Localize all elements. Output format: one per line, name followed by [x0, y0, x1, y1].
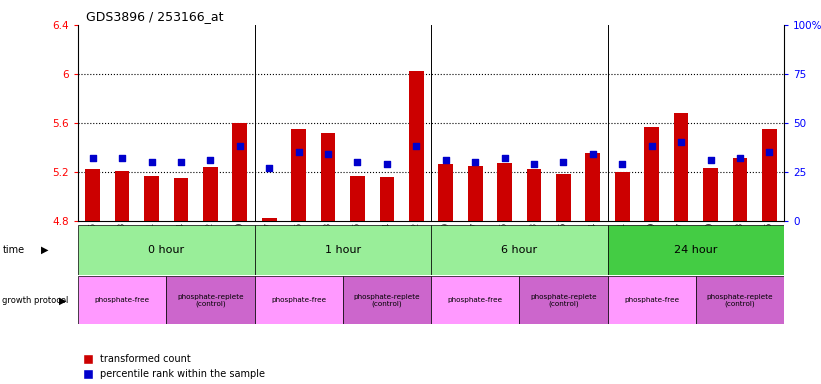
Bar [498, 163, 512, 221]
Point [645, 143, 658, 149]
Point [86, 155, 99, 161]
Bar [762, 129, 777, 221]
Point [704, 157, 717, 163]
Bar [78, 225, 255, 275]
Point [174, 159, 187, 165]
Bar [431, 276, 519, 324]
Point [469, 159, 482, 165]
Legend: transformed count, percentile rank within the sample: transformed count, percentile rank withi… [83, 354, 265, 379]
Point [557, 159, 570, 165]
Text: growth protocol: growth protocol [2, 296, 69, 305]
Bar [674, 113, 689, 221]
Bar [379, 177, 394, 221]
Text: ▶: ▶ [41, 245, 48, 255]
Bar [255, 276, 343, 324]
Bar [585, 154, 600, 221]
Point [204, 157, 217, 163]
Text: phosphate-replete
(control): phosphate-replete (control) [354, 294, 420, 307]
Text: 1 hour: 1 hour [324, 245, 361, 255]
Text: phosphate-free: phosphate-free [94, 298, 149, 303]
Text: phosphate-free: phosphate-free [447, 298, 502, 303]
Bar [115, 170, 130, 221]
Bar [519, 276, 608, 324]
Bar [615, 172, 630, 221]
Text: phosphate-free: phosphate-free [271, 298, 326, 303]
Point [263, 165, 276, 171]
Text: 0 hour: 0 hour [148, 245, 185, 255]
Bar [526, 169, 541, 221]
Point [616, 161, 629, 167]
Bar [608, 276, 696, 324]
Bar [438, 164, 453, 221]
Point [763, 149, 776, 155]
Text: phosphate-replete
(control): phosphate-replete (control) [530, 294, 597, 307]
Bar [409, 71, 424, 221]
Bar [732, 158, 747, 221]
Text: GDS3896 / 253166_at: GDS3896 / 253166_at [86, 10, 223, 23]
Bar [166, 276, 255, 324]
Bar [85, 169, 100, 221]
Point [351, 159, 364, 165]
Text: 6 hour: 6 hour [501, 245, 538, 255]
Text: phosphate-free: phosphate-free [624, 298, 679, 303]
Text: 24 hour: 24 hour [674, 245, 718, 255]
Bar [232, 123, 247, 221]
Bar [262, 218, 277, 221]
Point [380, 161, 393, 167]
Text: phosphate-replete
(control): phosphate-replete (control) [177, 294, 244, 307]
Bar [255, 225, 431, 275]
Point [233, 143, 246, 149]
Point [145, 159, 158, 165]
Bar [203, 167, 218, 221]
Point [322, 151, 335, 157]
Point [439, 157, 452, 163]
Point [292, 149, 305, 155]
Point [586, 151, 599, 157]
Point [527, 161, 540, 167]
Bar [144, 175, 159, 221]
Bar [321, 133, 336, 221]
Bar [608, 225, 784, 275]
Point [410, 143, 423, 149]
Point [675, 139, 688, 146]
Bar [78, 276, 166, 324]
Bar [695, 276, 784, 324]
Text: time: time [2, 245, 25, 255]
Text: ▶: ▶ [59, 295, 67, 306]
Bar [173, 178, 188, 221]
Bar [350, 175, 365, 221]
Bar [291, 129, 306, 221]
Bar [468, 166, 483, 221]
Point [733, 155, 746, 161]
Bar [431, 225, 608, 275]
Point [498, 155, 511, 161]
Bar [556, 174, 571, 221]
Text: phosphate-replete
(control): phosphate-replete (control) [707, 294, 773, 307]
Bar [343, 276, 431, 324]
Bar [703, 168, 718, 221]
Bar [644, 127, 659, 221]
Point [116, 155, 129, 161]
